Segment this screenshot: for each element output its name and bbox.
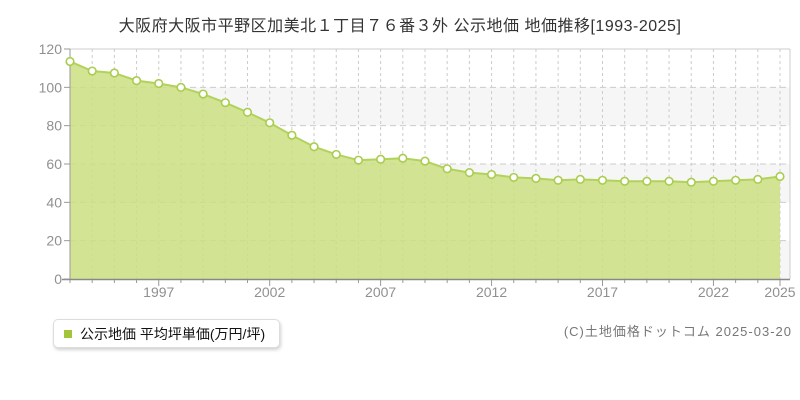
y-axis-tick-label: 60 <box>46 156 62 172</box>
y-axis-tick-label: 80 <box>46 118 62 134</box>
data-point-marker <box>464 168 474 178</box>
data-point-marker <box>287 130 297 140</box>
data-point-marker <box>442 164 452 174</box>
data-point-marker <box>353 155 364 165</box>
data-point-marker <box>731 175 741 185</box>
y-axis-tick-label: 0 <box>54 271 62 287</box>
data-point-marker <box>398 153 408 163</box>
data-point-marker <box>265 118 275 128</box>
data-point-marker <box>597 175 608 185</box>
data-point-marker <box>620 176 630 186</box>
data-point-marker <box>242 107 253 117</box>
x-axis-tick-label: 2022 <box>698 284 729 300</box>
data-point-marker <box>309 142 319 152</box>
y-axis-tick-label: 40 <box>46 194 62 210</box>
data-point-marker <box>220 98 230 108</box>
legend: 公示地価 平均坪単価(万円/坪) <box>53 319 281 348</box>
data-point-marker <box>420 156 430 166</box>
data-point-marker <box>553 175 563 185</box>
data-point-marker <box>509 172 519 183</box>
legend-marker-square <box>64 329 72 338</box>
data-point-marker <box>109 68 119 78</box>
x-axis-tick-label: 2007 <box>365 284 396 300</box>
data-point-marker <box>198 89 208 99</box>
data-point-marker <box>154 78 164 89</box>
data-point-marker <box>87 66 97 76</box>
y-axis-tick-label: 120 <box>39 41 63 57</box>
data-point-marker <box>331 149 341 160</box>
x-axis-tick-label: 2017 <box>587 284 618 300</box>
data-point-marker <box>686 177 696 187</box>
data-point-marker <box>176 82 186 92</box>
data-point-marker <box>708 176 719 186</box>
data-point-marker <box>486 169 497 180</box>
data-point-marker <box>65 56 75 67</box>
x-axis-tick-label: 2012 <box>476 284 507 300</box>
data-point-marker <box>642 176 652 186</box>
data-point-marker <box>575 174 585 184</box>
data-point-marker <box>664 176 674 186</box>
data-point-marker <box>131 76 142 86</box>
legend-label: 公示地価 平均坪単価(万円/坪) <box>80 325 266 342</box>
x-axis-tick-label: 2025 <box>764 284 795 300</box>
data-point-marker <box>376 154 386 164</box>
data-point-marker <box>775 171 785 182</box>
x-axis-tick-label: 2002 <box>254 284 285 300</box>
data-point-marker <box>531 173 541 183</box>
data-point-marker <box>753 174 763 184</box>
x-axis-tick-label: 1997 <box>143 284 174 300</box>
chart-title: 大阪府大阪市平野区加美北１丁目７６番３外 公示地価 地価推移[1993-2025… <box>118 18 682 35</box>
y-axis-tick-label: 20 <box>46 233 62 249</box>
y-axis-tick-label: 100 <box>39 79 63 95</box>
copyright-note: (C)土地価格ドットコム 2025-03-20 <box>563 324 792 339</box>
